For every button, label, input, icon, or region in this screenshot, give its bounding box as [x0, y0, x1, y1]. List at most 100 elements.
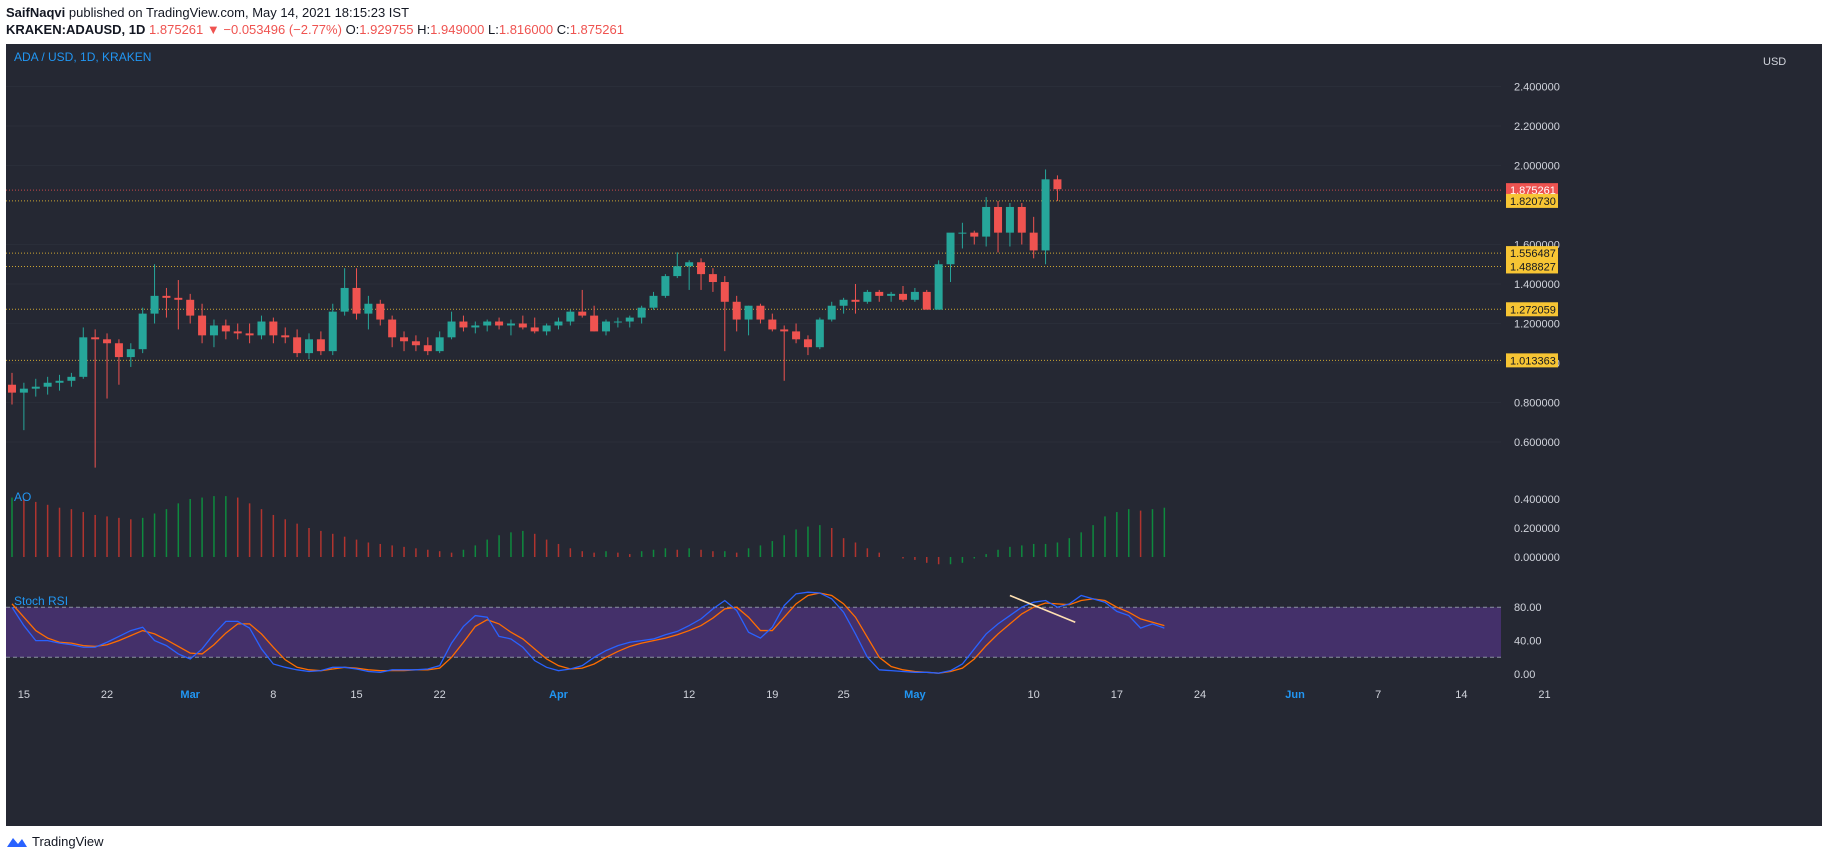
candle-body [447, 321, 456, 338]
candle-body [316, 339, 325, 352]
candle-body [114, 343, 123, 358]
price-axis-label: 2.200000 [1514, 121, 1560, 133]
candle-body [138, 313, 147, 350]
price-tag-label: 1.272059 [1510, 304, 1556, 316]
price-tag [1506, 353, 1558, 368]
price-axis-label: 1.400000 [1514, 279, 1560, 291]
candle-body [91, 337, 100, 340]
currency-label[interactable]: USD [1763, 56, 1786, 68]
candle-body [982, 206, 991, 237]
low-label: L: [488, 22, 499, 37]
time-axis-label: 14 [1455, 689, 1467, 701]
stoch-axis-label: 80.00 [1514, 602, 1542, 614]
candle-body [174, 297, 183, 300]
stoch-rsi-band [6, 607, 1501, 658]
stoch-axis-label: 40.00 [1514, 636, 1542, 648]
price-tag-label: 1.820730 [1510, 196, 1556, 208]
ohlc-line: KRAKEN:ADAUSD, 1D 1.875261 ▼ −0.053496 (… [6, 21, 624, 38]
candle-body [411, 341, 420, 346]
price-tag [1506, 193, 1558, 208]
price-axis-label: 2.400000 [1514, 82, 1560, 94]
footer-brand[interactable]: TradingView [6, 834, 104, 849]
price-tag [1506, 183, 1558, 198]
candle-body [899, 293, 907, 300]
candle-body [708, 274, 717, 283]
candle-body [803, 339, 812, 348]
publisher-name[interactable]: SaifNaqvi [6, 5, 66, 20]
price-tag-label: 1.013363 [1510, 355, 1556, 367]
time-axis-label: 7 [1375, 689, 1381, 701]
candle-body [530, 327, 539, 332]
candle-body [376, 303, 385, 320]
ao-axis-label: 0.400000 [1514, 494, 1560, 506]
ao-title: AO [14, 490, 31, 504]
stoch-rsi-title: Stoch RSI [14, 594, 68, 608]
time-axis-label: Mar [180, 689, 200, 701]
candle-body [233, 331, 242, 334]
open-label: O: [345, 22, 360, 37]
candle-body [887, 293, 896, 296]
candle-body [459, 321, 468, 328]
time-axis-label: May [904, 689, 926, 701]
candle-body [305, 339, 313, 354]
candle-body [103, 339, 112, 344]
time-axis-label: 24 [1194, 689, 1206, 701]
candle-body [970, 232, 979, 237]
candle-body [649, 295, 658, 308]
price-tag-label: 1.556487 [1510, 248, 1556, 260]
candle-body [910, 291, 919, 300]
candle-body [198, 315, 207, 336]
candle-body [863, 291, 872, 302]
last-price: 1.875261 [149, 22, 204, 37]
candle-body [293, 337, 302, 354]
candle-body [435, 337, 444, 352]
candle-body [625, 317, 634, 322]
time-axis-label: 12 [683, 689, 695, 701]
candle-body [934, 264, 943, 310]
candle-body [495, 321, 504, 326]
chart-svg[interactable]: 0.6000000.8000001.0000001.2000001.400000… [6, 44, 1822, 826]
candle-body [400, 337, 409, 342]
close-label: C: [556, 22, 570, 37]
candle-body [613, 321, 622, 323]
candle-body [126, 349, 135, 358]
candle-body [483, 321, 492, 326]
time-axis-label: 22 [434, 689, 446, 701]
candle-body [257, 321, 266, 336]
candle-body [518, 323, 527, 328]
candle-body [756, 305, 765, 320]
time-axis-label: 10 [1028, 689, 1040, 701]
candle-body [566, 311, 575, 322]
candle-body [792, 331, 801, 340]
candle-body [815, 319, 824, 348]
candle-body [340, 287, 349, 312]
time-axis-label: Apr [549, 689, 569, 701]
price-axis-label: 0.600000 [1514, 437, 1560, 449]
time-axis-label: 25 [837, 689, 849, 701]
candle-body [31, 386, 40, 389]
candle-body [720, 282, 729, 302]
candle-body [768, 319, 777, 330]
stoch-axis-label: 0.00 [1514, 669, 1535, 681]
chart-area[interactable]: 0.6000000.8000001.0000001.2000001.400000… [6, 44, 1822, 826]
time-axis-label: 17 [1111, 689, 1123, 701]
publish-line: SaifNaqvi published on TradingView.com, … [6, 4, 624, 21]
ao-axis-label: 0.000000 [1514, 552, 1560, 564]
open-value: 1.929755 [359, 22, 414, 37]
candle-body [364, 303, 373, 314]
time-axis-label: 15 [350, 689, 362, 701]
candle-body [637, 307, 646, 318]
price-tag [1506, 246, 1558, 261]
candle-body [67, 376, 76, 381]
candle-body [685, 262, 694, 267]
stoch-trend-line[interactable] [1009, 594, 1076, 623]
candle-body [43, 382, 52, 387]
candle-body [1017, 206, 1026, 233]
candle-body [958, 232, 967, 234]
candle-body [780, 329, 789, 332]
stoch-d-line [11, 592, 1165, 674]
candle-body [590, 315, 599, 332]
candle-body [328, 311, 337, 352]
candle-body [162, 295, 171, 298]
candle-body [471, 325, 480, 328]
